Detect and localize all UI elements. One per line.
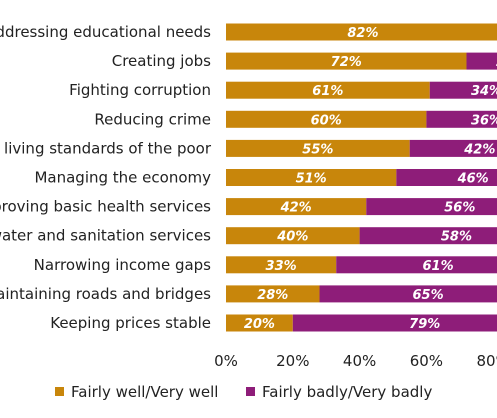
bars	[226, 23, 497, 332]
category-label: Providing water and sanitation services	[0, 227, 211, 245]
category-label: Improving living standards of the poor	[0, 139, 212, 157]
bar-well	[226, 169, 397, 186]
category-label: Reducing crime	[94, 110, 211, 128]
bar-well	[226, 139, 410, 157]
data-label: 46%	[457, 172, 489, 187]
category-label: Maintaining roads and bridges	[0, 285, 211, 303]
data-label: 42%	[463, 142, 495, 157]
data-label: 58%	[441, 230, 472, 245]
value-labels: 82%17%72%27%61%34%60%36%55%42%51%46%42%5…	[244, 26, 497, 332]
legend-swatch	[246, 387, 255, 396]
category-label: Addressing educational needs	[0, 23, 211, 41]
bar-well	[226, 314, 293, 332]
category-label: Improving basic health services	[0, 198, 211, 216]
bar-well	[226, 198, 367, 216]
x-tick-label: 0%	[214, 352, 238, 370]
x-tick-label: 40%	[343, 352, 376, 370]
data-label: 61%	[423, 259, 454, 274]
data-label: 55%	[302, 142, 333, 157]
data-label: 28%	[257, 288, 288, 303]
data-label: 79%	[409, 317, 440, 332]
data-label: 34%	[471, 84, 497, 99]
data-label: 42%	[280, 201, 312, 216]
legend-label: Fairly well/Very well	[71, 383, 218, 401]
category-label: Keeping prices stable	[50, 314, 211, 332]
data-label: 72%	[331, 55, 362, 70]
data-label: 56%	[444, 201, 475, 216]
data-label: 20%	[244, 317, 275, 332]
bar-badly	[319, 285, 497, 303]
bar-badly	[292, 314, 497, 332]
bar-badly	[336, 256, 497, 274]
bar-badly	[359, 227, 497, 245]
bar-well	[226, 81, 430, 99]
bar-badly	[409, 139, 497, 157]
legend-label: Fairly badly/Very badly	[262, 383, 432, 401]
bar-badly	[426, 110, 497, 128]
data-label: 82%	[347, 26, 378, 41]
bar-well	[226, 23, 497, 41]
bar-badly	[366, 198, 497, 216]
bar-well	[226, 285, 320, 303]
data-label: 51%	[296, 172, 327, 187]
bar-well	[226, 110, 427, 128]
data-label: 61%	[312, 84, 343, 99]
category-label: Creating jobs	[112, 52, 211, 70]
category-labels: Addressing educational needs Creating job…	[0, 23, 212, 332]
category-label: Fighting corruption	[69, 81, 211, 99]
data-label: 36%	[471, 113, 497, 128]
x-tick-label: 20%	[276, 352, 309, 370]
data-label: 40%	[276, 230, 308, 245]
x-tick-label: 80%	[477, 352, 497, 370]
data-label: 65%	[413, 288, 444, 303]
bar-well	[226, 256, 337, 274]
category-label: Narrowing income gaps	[34, 256, 212, 274]
legend-swatch	[55, 387, 64, 396]
x-axis: 0% 20% 40% 60% 80%	[214, 352, 497, 370]
data-label: 33%	[266, 259, 297, 274]
legend: Fairly well/Very well Fairly badly/Very b…	[55, 383, 432, 401]
bar-well	[226, 227, 360, 245]
bar-badly	[429, 81, 497, 99]
bar-badly	[396, 169, 497, 186]
bar-badly	[466, 52, 497, 70]
x-tick-label: 60%	[410, 352, 443, 370]
data-label: 60%	[311, 113, 342, 128]
category-label: Managing the economy	[34, 169, 211, 187]
bar-well	[226, 52, 467, 70]
